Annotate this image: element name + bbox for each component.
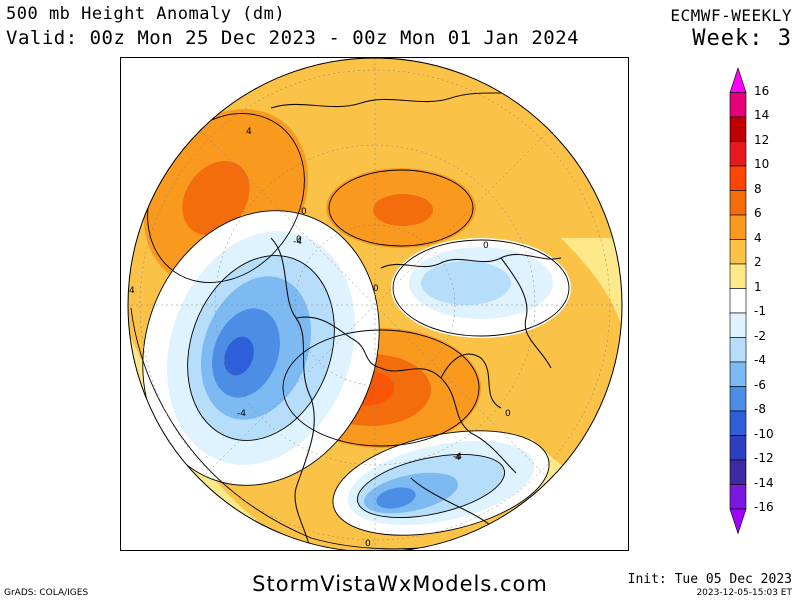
positive-core-pacific <box>182 160 250 236</box>
colorbar-cell <box>729 141 747 167</box>
colorbar-cell <box>729 165 747 191</box>
grads-credit: GrADS: COLA/IGES <box>4 588 89 598</box>
colorbar-cell <box>729 361 747 387</box>
colorbar-label: 2 <box>754 255 762 269</box>
colorbar-cell <box>729 459 747 485</box>
contour-label: 0 <box>365 539 371 549</box>
colorbar-cell <box>729 312 747 338</box>
colorbar-label: 10 <box>754 157 770 171</box>
contour-label: 0 <box>483 241 489 251</box>
colorbar-label: 16 <box>754 83 770 98</box>
colorbar-cell <box>729 288 747 314</box>
colorbar-cell <box>729 263 747 289</box>
contour-label: -4 <box>293 237 302 247</box>
contour-label: 4 <box>129 286 135 296</box>
negative-core-ne-pacific <box>224 336 254 376</box>
contour-label: -4 <box>453 452 462 462</box>
colorbar-label: 12 <box>754 132 770 147</box>
generated-timestamp: 2023-12-05-15:03 ET <box>696 588 792 598</box>
colorbar-cell <box>729 508 747 535</box>
colorbar-label: -2 <box>754 328 766 343</box>
colorbar-label: -8 <box>754 402 766 416</box>
colorbar-label: 6 <box>754 206 762 220</box>
colorbar-cell <box>729 92 747 118</box>
polar-map: 4 0 -4 0 4 -4 0 4 0 -4 0 0 <box>127 58 623 550</box>
colorbar-cell <box>729 190 747 216</box>
colorbar-cell <box>729 435 747 461</box>
contour-label: 4 <box>455 453 461 463</box>
colorbar-cell <box>729 67 747 93</box>
colorbar-label: 1 <box>754 279 762 294</box>
contour-label: 0 <box>301 207 307 217</box>
contour-label: -4 <box>237 409 246 419</box>
colorbar-label: -14 <box>754 475 774 490</box>
site-watermark: StormVistaWxModels.com <box>252 572 548 596</box>
colorbar-label: 14 <box>754 108 770 122</box>
colorbar-cell <box>729 116 747 142</box>
colorbar-label: -1 <box>754 304 766 318</box>
colorbar-cell <box>729 214 747 240</box>
globe-edge <box>127 58 623 550</box>
contour-label: 0 <box>296 235 302 245</box>
positive-core-siberia <box>373 194 433 226</box>
colorbar-label: -16 <box>754 500 774 514</box>
colorbar-label: 4 <box>754 230 762 245</box>
contour-label: 4 <box>246 127 252 137</box>
colorbar-cell <box>729 484 747 510</box>
colorbar-label: 8 <box>754 181 762 196</box>
anomaly-light-e <box>561 238 622 378</box>
colorbar-cell <box>729 337 747 363</box>
colorbar-cell <box>729 386 747 412</box>
colorbar-cell <box>729 410 747 436</box>
contour-label-group: 4 0 -4 0 4 -4 0 4 0 -4 0 0 <box>129 127 511 549</box>
colorbar-cell <box>729 239 747 265</box>
color-scale-bar <box>729 67 747 535</box>
colorbar-label: -4 <box>754 353 766 367</box>
graticule <box>128 58 622 550</box>
negative-ring-europe <box>421 261 511 305</box>
colorbar-label: -12 <box>754 451 774 465</box>
colorbar-label: -10 <box>754 426 774 441</box>
contour-label: 0 <box>505 409 511 419</box>
map-panel: 4 0 -4 0 4 -4 0 4 0 -4 0 0 <box>120 57 629 551</box>
negative-core-us <box>376 487 416 509</box>
model-name: ECMWF-WEEKLY <box>670 6 792 25</box>
valid-period: Valid: 00z Mon 25 Dec 2023 - 00z Mon 01 … <box>6 27 580 49</box>
anomaly-field <box>128 58 622 550</box>
contour-label: 0 <box>373 284 379 294</box>
init-time: Init: Tue 05 Dec 2023 <box>627 572 792 587</box>
week-label: Week: 3 <box>692 26 792 51</box>
map-title: 500 mb Height Anomaly (dm) <box>6 4 286 24</box>
colorbar-label: -6 <box>754 377 766 392</box>
